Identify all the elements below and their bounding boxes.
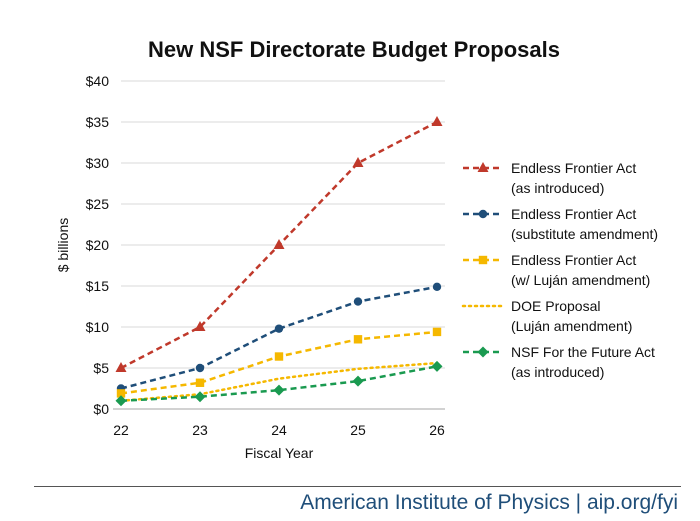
- y-tick-label: $30: [86, 155, 110, 171]
- data-point-series-5: [431, 360, 443, 372]
- series-line-4: [119, 361, 439, 403]
- y-tick-label: $5: [93, 360, 109, 376]
- legend-marker-5: [477, 346, 489, 358]
- x-tick-label: 25: [350, 422, 366, 438]
- footer-divider: [34, 486, 681, 487]
- legend-marker-2: [478, 209, 488, 219]
- data-point-series-2: [274, 324, 284, 333]
- data-point-series-1: [273, 239, 285, 249]
- legend-marker-1: [477, 162, 489, 172]
- data-point-series-5: [194, 391, 206, 403]
- y-tick-label: $10: [86, 319, 110, 335]
- y-tick-label: $15: [86, 278, 110, 294]
- data-point-series-1: [352, 157, 364, 167]
- x-tick-label: 24: [271, 422, 287, 438]
- series-line-2: [120, 285, 438, 390]
- legend-label: Endless Frontier Act: [511, 160, 636, 176]
- legend-label: (as introduced): [511, 180, 604, 196]
- data-point-series-5: [115, 395, 127, 407]
- chart: New NSF Directorate Budget Proposals $0 $5…: [55, 37, 658, 461]
- data-point-series-1: [194, 321, 206, 331]
- y-axis-title: $ billions: [55, 218, 71, 272]
- data-point-series-1: [431, 116, 443, 126]
- y-tick-label: $35: [86, 114, 110, 130]
- legend-label: (as introduced): [511, 364, 604, 380]
- series-line-5: [120, 365, 438, 403]
- data-point-series-1: [115, 362, 127, 372]
- x-axis-title: Fiscal Year: [245, 445, 314, 461]
- y-tick-label: $25: [86, 196, 110, 212]
- legend-label: (substitute amendment): [511, 226, 658, 242]
- y-tick-label: $40: [86, 73, 110, 89]
- data-point-series-2: [432, 282, 442, 292]
- legend-label: NSF For the Future Act: [511, 344, 655, 360]
- x-tick-label: 22: [113, 422, 129, 438]
- chart-title: New NSF Directorate Budget Proposals: [148, 37, 560, 62]
- data-point-series-3: [432, 327, 442, 337]
- x-tick-label: 23: [192, 422, 208, 438]
- data-point-series-3: [274, 352, 284, 361]
- x-tick-label: 26: [429, 422, 445, 438]
- series-line-3: [120, 330, 438, 395]
- data-point-series-3: [195, 378, 205, 387]
- data-point-series-5: [273, 384, 285, 396]
- data-point-series-3: [116, 389, 126, 398]
- legend-label: (w/ Luján amendment): [511, 272, 650, 288]
- data-point-series-5: [352, 375, 364, 387]
- legend-marker-3: [478, 255, 488, 265]
- legend-label: Endless Frontier Act: [511, 252, 636, 268]
- y-tick-label: $0: [93, 401, 109, 417]
- legend-label: DOE Proposal: [511, 298, 600, 314]
- data-point-series-2: [195, 363, 205, 373]
- data-point-series-3: [353, 335, 363, 344]
- legend-label: Endless Frontier Act: [511, 206, 636, 222]
- data-point-series-2: [353, 297, 363, 306]
- footer-credit: American Institute of Physics | aip.org/…: [300, 491, 678, 514]
- y-tick-label: $20: [86, 237, 110, 253]
- legend-label: (Luján amendment): [511, 318, 632, 334]
